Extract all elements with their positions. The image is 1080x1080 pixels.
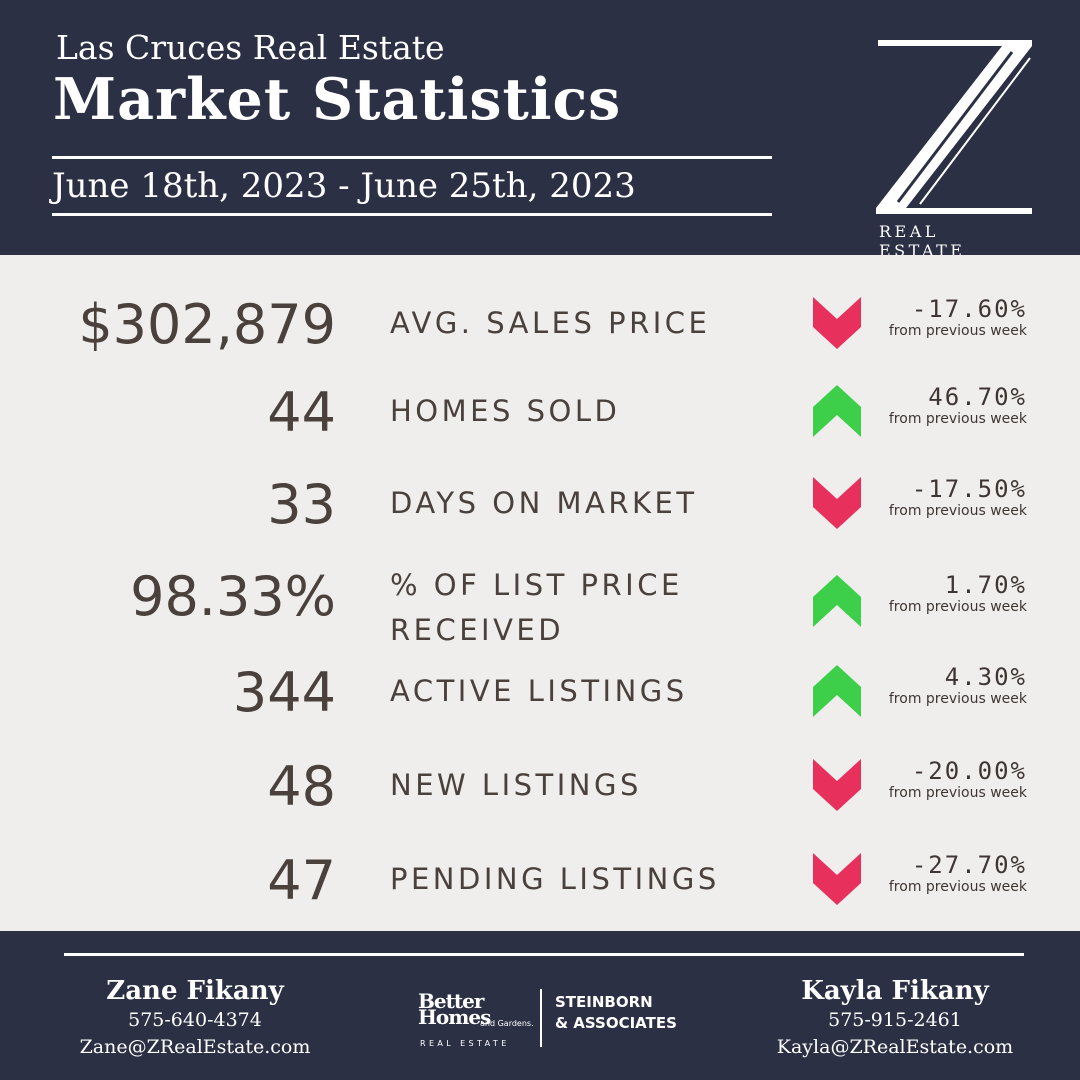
brokerage-divider [540, 989, 542, 1047]
footer-rule [64, 953, 1024, 956]
header: Las Cruces Real Estate Market Statistics… [0, 0, 1080, 260]
agent-phone: 575-640-4374 [128, 1009, 262, 1031]
stat-label-line-2: RECEIVED [390, 613, 565, 647]
stat-change-note: from previous week [888, 879, 1027, 895]
down-arrow-icon [813, 477, 861, 529]
header-subtitle: Las Cruces Real Estate [56, 28, 445, 67]
stat-change: -20.00% [911, 757, 1027, 785]
header-rule-bottom [52, 213, 772, 216]
up-arrow-icon [813, 385, 861, 437]
stat-change: -17.50% [911, 475, 1027, 503]
agent-phone: 575-915-2461 [828, 1009, 962, 1031]
stat-change: 4.30% [944, 663, 1027, 691]
down-arrow-icon [813, 297, 861, 349]
stat-change: -17.60% [911, 295, 1027, 323]
stat-value: $302,879 [78, 293, 336, 356]
stat-value: 98.33% [130, 565, 336, 628]
page-title: Market Statistics [53, 66, 622, 133]
stat-label: HOMES SOLD [390, 394, 621, 428]
stat-change: 46.70% [928, 383, 1027, 411]
down-arrow-icon [813, 853, 861, 905]
stat-row-days-on-market: 33 DAYS ON MARKET -17.50% from previous … [0, 473, 1080, 553]
footer: Zane Fikany 575-640-4374 Zane@ZRealEstat… [0, 931, 1080, 1080]
stat-row-pending-listings: 47 PENDING LISTINGS -27.70% from previou… [0, 849, 1080, 929]
agent-right: Kayla Fikany 575-915-2461 Kayla@ZRealEst… [745, 975, 1045, 1061]
up-arrow-icon [813, 575, 861, 627]
stat-label: NEW LISTINGS [390, 768, 642, 802]
stat-label: PENDING LISTINGS [390, 862, 720, 896]
brokerage-homes: Homes [418, 1005, 491, 1029]
z-logo-mark [876, 40, 1032, 214]
stat-label: DAYS ON MARKET [390, 486, 698, 520]
brokerage-logo: Better Homes and Gardens. REAL ESTATE ST… [410, 989, 680, 1059]
stat-row-active-listings: 344 ACTIVE LISTINGS 4.30% from previous … [0, 661, 1080, 741]
header-rule-top [52, 156, 772, 159]
stat-label-line-1: % OF LIST PRICE [390, 568, 683, 602]
agent-left: Zane Fikany 575-640-4374 Zane@ZRealEstat… [45, 975, 345, 1061]
up-arrow-icon [813, 665, 861, 717]
brokerage-gardens: and Gardens. [480, 1019, 534, 1028]
stat-value: 44 [267, 381, 336, 444]
stat-change: -27.70% [911, 851, 1027, 879]
stat-change-note: from previous week [888, 785, 1027, 801]
stat-row-avg-sales-price: $302,879 AVG. SALES PRICE -17.60% from p… [0, 293, 1080, 373]
stat-row-homes-sold: 44 HOMES SOLD 46.70% from previous week [0, 381, 1080, 461]
agent-email: Zane@ZRealEstate.com [79, 1036, 311, 1058]
stat-label: AVG. SALES PRICE [390, 306, 711, 340]
agent-email: Kayla@ZRealEstate.com [776, 1036, 1014, 1058]
agent-name: Zane Fikany [106, 976, 284, 1006]
stat-row-list-price-received: 98.33% % OF LIST PRICE RECEIVED 1.70% fr… [0, 565, 1080, 647]
stats-panel: $302,879 AVG. SALES PRICE -17.60% from p… [0, 255, 1080, 931]
stat-change-note: from previous week [888, 503, 1027, 519]
stat-row-new-listings: 48 NEW LISTINGS -20.00% from previous we… [0, 755, 1080, 835]
stat-change: 1.70% [944, 571, 1027, 599]
stat-change-note: from previous week [888, 691, 1027, 707]
brokerage-real-estate: REAL ESTATE [420, 1039, 510, 1048]
down-arrow-icon [813, 759, 861, 811]
date-range: June 18th, 2023 - June 25th, 2023 [52, 166, 636, 206]
stat-change-note: from previous week [888, 411, 1027, 427]
brokerage-better: Better [418, 989, 484, 1013]
stat-value: 344 [232, 661, 336, 724]
brokerage-steinborn: STEINBORN [555, 993, 653, 1011]
stat-value: 48 [267, 755, 336, 818]
brokerage-associates: & ASSOCIATES [555, 1014, 677, 1032]
stat-change-note: from previous week [888, 599, 1027, 615]
stat-change-note: from previous week [888, 323, 1027, 339]
stat-value: 33 [267, 473, 336, 536]
stat-value: 47 [267, 849, 336, 912]
agent-name: Kayla Fikany [801, 976, 989, 1006]
stat-label: ACTIVE LISTINGS [390, 674, 688, 708]
